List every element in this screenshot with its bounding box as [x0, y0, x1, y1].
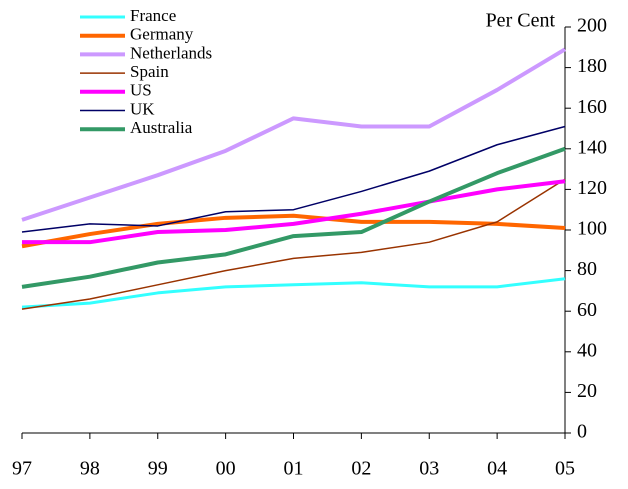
y-tick-label: 0: [577, 421, 587, 443]
y-tick-label: 120: [577, 177, 607, 199]
x-tick-label: 98: [80, 458, 100, 480]
y-tick-label: 160: [577, 96, 607, 118]
series-line: [21, 146, 566, 289]
y-tick-label: 40: [577, 339, 597, 361]
legend-label: US: [130, 81, 152, 100]
x-tick-label: 03: [419, 458, 439, 480]
y-tick-label: 180: [577, 55, 607, 77]
x-tick-label: 04: [487, 458, 507, 480]
x-tick-label: 02: [351, 458, 371, 480]
x-tick-label: 05: [555, 458, 575, 480]
legend-label: Australia: [130, 118, 193, 137]
series-line: [21, 213, 566, 249]
y-tick-label: 100: [577, 218, 607, 240]
y-axis-label: Per Cent: [486, 10, 556, 32]
legend-label: France: [130, 6, 176, 25]
y-tick-label: 80: [577, 258, 597, 280]
x-tick-label: 01: [284, 458, 304, 480]
legend-label: Spain: [130, 62, 169, 81]
x-tick-label: 97: [12, 458, 32, 480]
series-line: [21, 125, 566, 233]
series-line: [22, 179, 566, 245]
legend-label: Germany: [130, 25, 194, 44]
y-tick-label: 60: [577, 299, 597, 321]
x-tick-label: 99: [148, 458, 168, 480]
y-tick-label: 200: [577, 15, 607, 37]
series-line: [21, 47, 567, 222]
x-tick-label: 00: [216, 458, 236, 480]
y-tick-label: 20: [577, 380, 597, 402]
series-line: [21, 277, 566, 309]
y-tick-label: 140: [577, 136, 607, 158]
legend-label: UK: [130, 99, 155, 118]
legend-label: Netherlands: [130, 43, 212, 62]
series-line: [21, 178, 566, 310]
